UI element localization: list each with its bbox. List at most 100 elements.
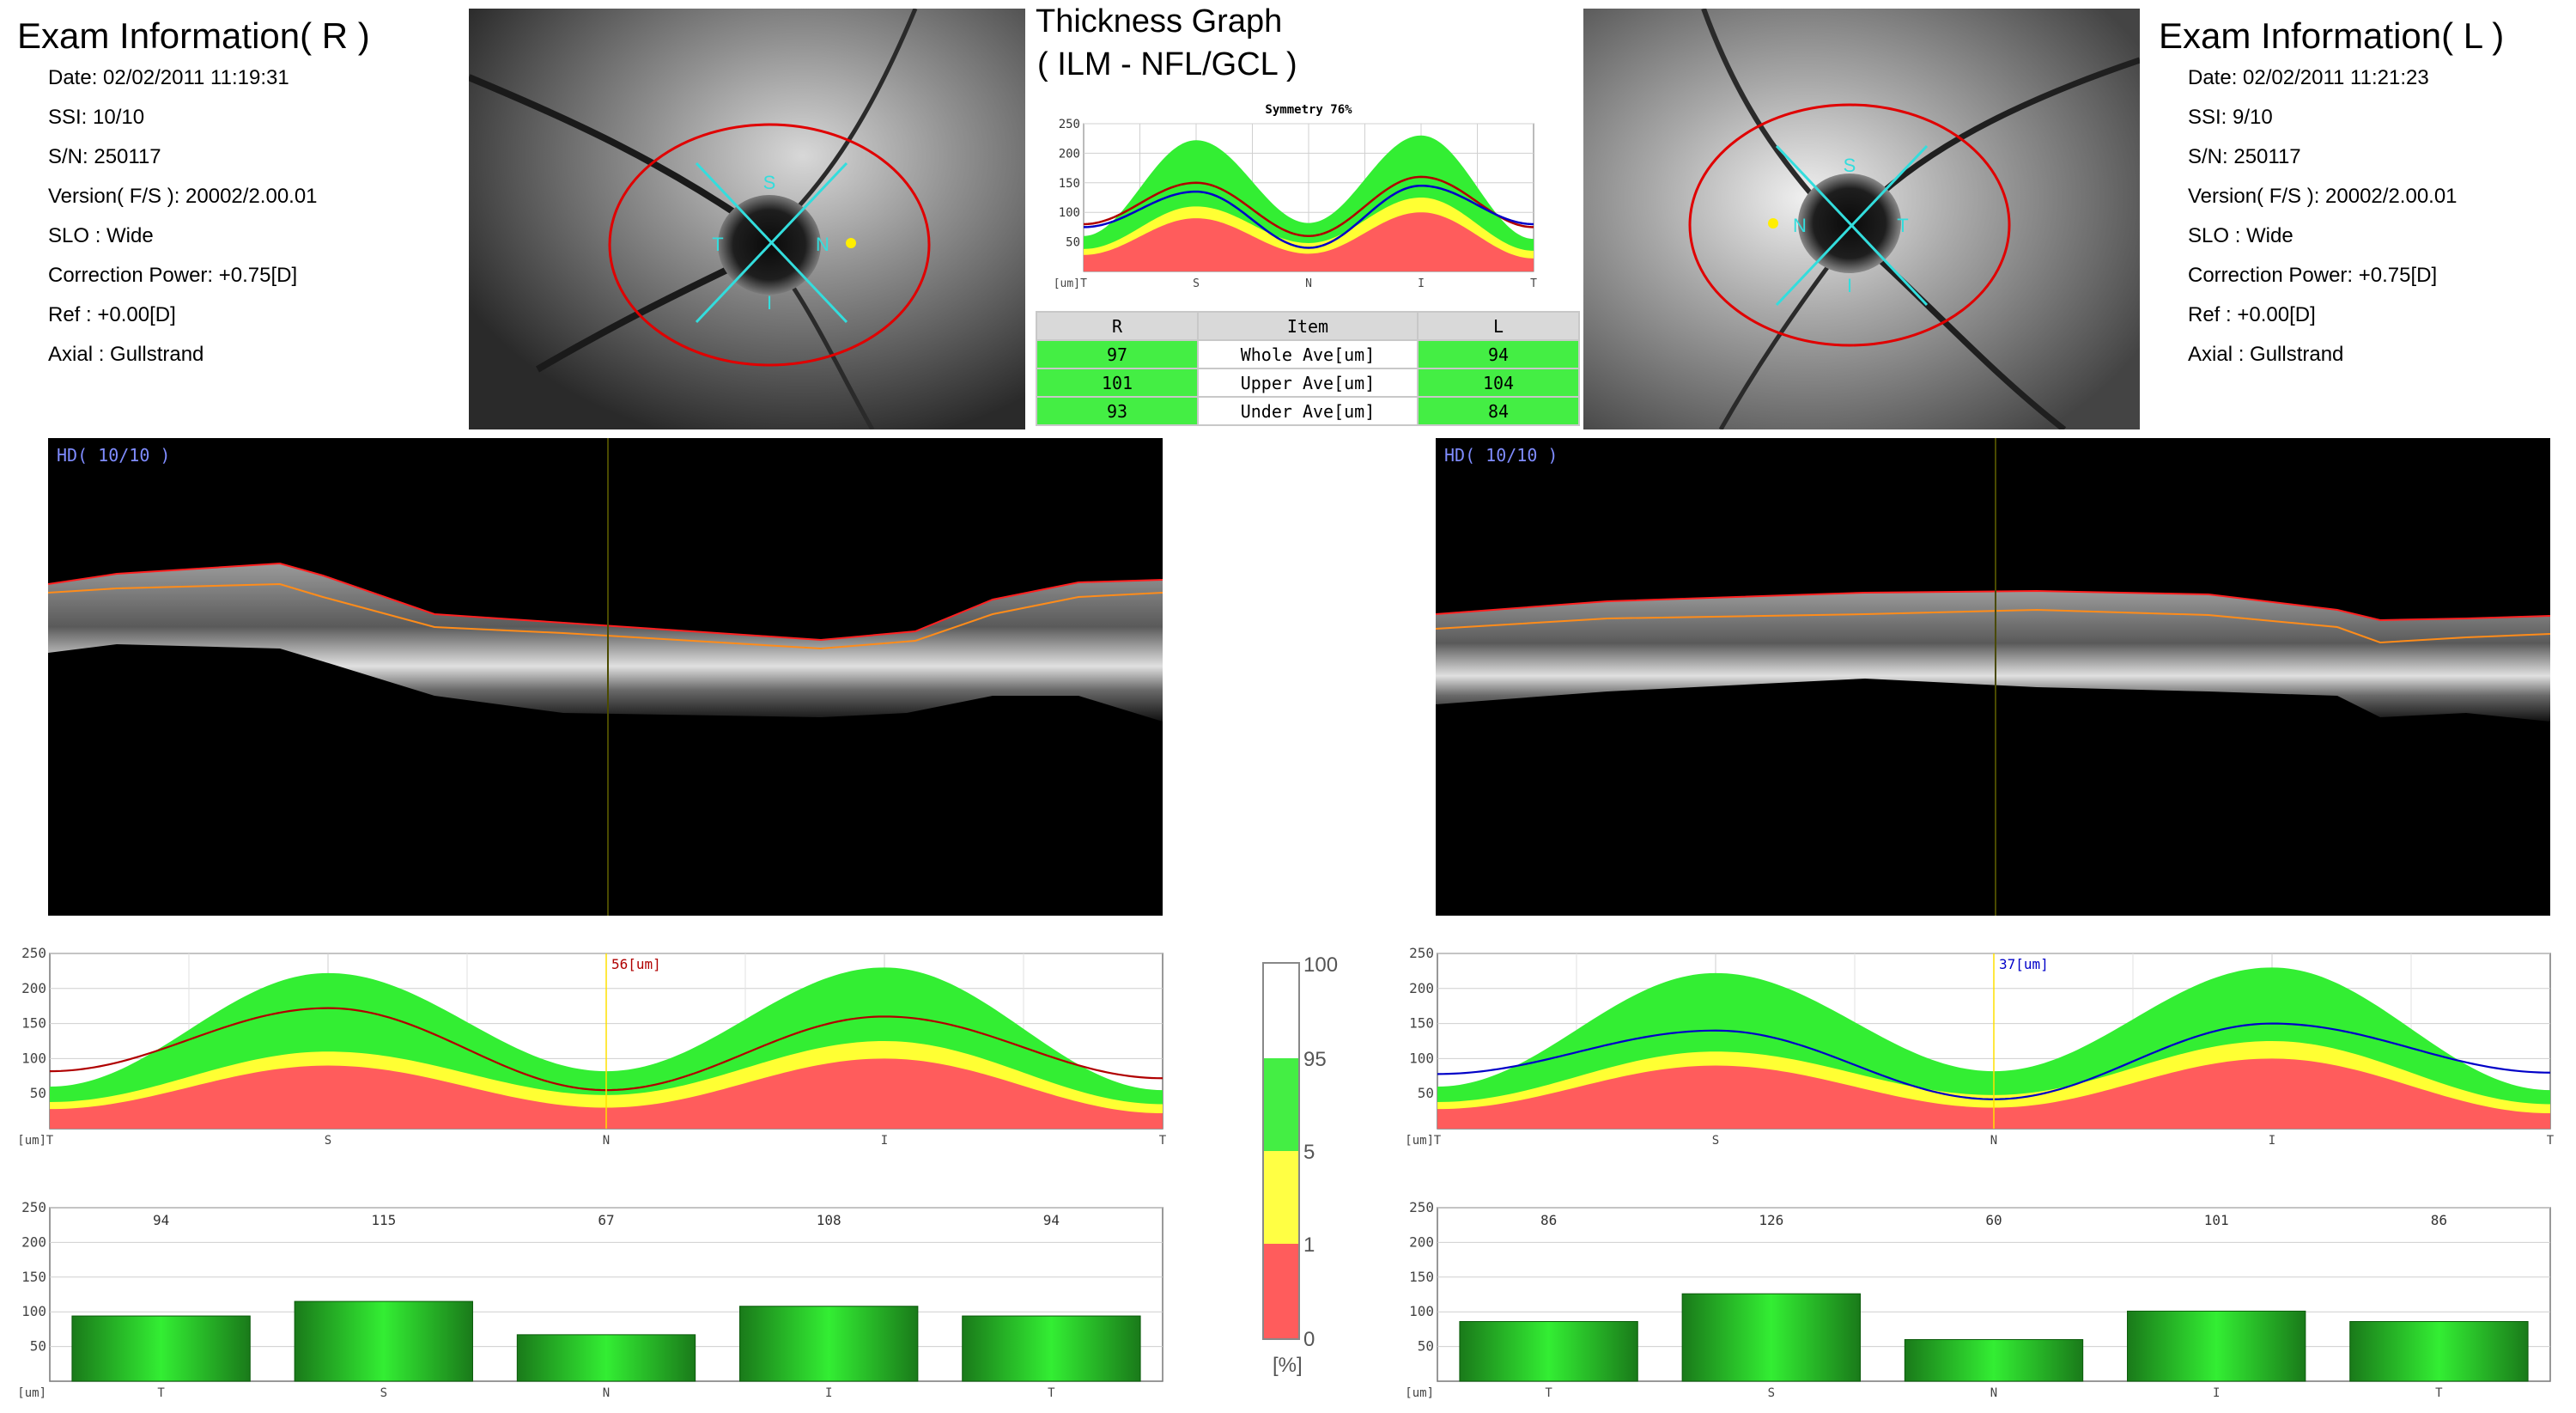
unit-label: [um] (1054, 277, 1080, 290)
bar-category-label: T (1545, 1386, 1552, 1400)
y-tick-label: 250 (21, 945, 46, 961)
exam-info-left-title: Exam Information( L ) (2159, 15, 2505, 56)
bar-category-label: T (1048, 1386, 1055, 1400)
comparison-cell-r: 97 (1036, 339, 1199, 369)
exam-left-slo: SLO : Wide (2188, 224, 2293, 247)
oct-left-svg (1436, 438, 2550, 916)
bar-category-label: I (2213, 1386, 2220, 1400)
legend-tick-0: 0 (1303, 1328, 1315, 1351)
oct-bscan-left[interactable]: HD( 10/10 ) (1436, 438, 2550, 916)
exam-right-correction: Correction Power: +0.75[D] (48, 264, 298, 287)
bar-value-label: 60 (1985, 1212, 2002, 1228)
oct-bscan-right[interactable]: HD( 10/10 ) (48, 438, 1163, 916)
exam-right-version: Version( F/S ): 20002/2.00.01 (48, 185, 318, 208)
y-tick-label: 100 (21, 1303, 46, 1319)
y-tick-label: 50 (1418, 1338, 1434, 1355)
bar-value-label: 115 (371, 1212, 396, 1228)
exam-right-slo: SLO : Wide (48, 224, 154, 247)
legend-tick-5: 5 (1303, 1141, 1315, 1164)
y-tick-label: 50 (1066, 236, 1080, 250)
oct-left-quality-label: HD( 10/10 ) (1444, 445, 1558, 466)
legend-band-red (1262, 1244, 1300, 1340)
oct-right-quality-label: HD( 10/10 ) (57, 445, 171, 466)
table-row: 97 Whole Ave[um] 94 (1036, 339, 1580, 369)
y-tick-label: 150 (21, 1269, 46, 1285)
cursor-value-label: 56[um] (611, 956, 661, 972)
bar-category-label: S (1768, 1386, 1775, 1400)
oct-right-svg (48, 438, 1163, 916)
sector-chart-left: 250 200 150 100 50 86 T 126 S 60 N 101 I 86 T [um] (1388, 1194, 2564, 1409)
exam-left-sn: S/N: 250117 (2188, 145, 2301, 168)
exam-right-sn: S/N: 250117 (48, 145, 161, 168)
exam-info-left-list: Date: 02/02/2011 11:21:23 SSI: 9/10 S/N:… (2188, 58, 2458, 375)
x-tick-label: I (2269, 1134, 2275, 1148)
sector-chart-right-svg: 250 200 150 100 50 94 T 115 S 67 N 108 I 94 T [um] (17, 1199, 1163, 1400)
comparison-cell-r: 93 (1036, 396, 1199, 426)
y-tick-label: 50 (30, 1085, 46, 1101)
y-tick-label: 250 (1409, 1199, 1434, 1215)
sector-bar (2127, 1310, 2306, 1382)
series-line-r (1083, 175, 1534, 237)
sector-bar (1681, 1293, 1861, 1382)
thickness-graph-title: Thickness Graph ( ILM - NFL/GCL ) (1036, 0, 1297, 86)
cursor-value-label: 37[um] (1999, 956, 2049, 972)
sector-chart-left-svg: 250 200 150 100 50 86 T 126 S 60 N 101 I 86 T [um] (1405, 1199, 2551, 1400)
x-tick-label: N (1990, 1134, 1997, 1148)
x-tick-label: S (1712, 1134, 1719, 1148)
y-tick-label: 150 (1409, 1015, 1434, 1032)
bar-value-label: 126 (1759, 1212, 1783, 1228)
comparison-header-r: R (1036, 311, 1199, 341)
legend-tick-95: 95 (1303, 1048, 1327, 1071)
fundus-left-s-label: S (1844, 155, 1856, 176)
bar-category-label: I (825, 1386, 832, 1400)
comparison-cell-l: 94 (1417, 339, 1580, 369)
bar-value-label: 86 (1540, 1212, 1557, 1228)
comparison-header-item: Item (1197, 311, 1419, 341)
fundus-right-s-label: S (763, 172, 776, 193)
x-tick-label: S (325, 1134, 331, 1148)
bar-category-label: T (157, 1386, 165, 1400)
comparison-cell-item: Whole Ave[um] (1197, 339, 1419, 369)
x-tick-label: N (603, 1134, 610, 1148)
sector-bar (962, 1315, 1141, 1382)
exam-right-axial: Axial : Gullstrand (48, 343, 204, 366)
legend-tick-100: 100 (1303, 953, 1339, 977)
y-tick-label: 250 (1059, 118, 1080, 131)
fundus-image-right[interactable]: S I N T (469, 9, 1025, 429)
fundus-image-left[interactable]: S I N T (1583, 9, 2140, 429)
sector-bar (1904, 1339, 2084, 1382)
x-tick-label: T (1159, 1134, 1167, 1148)
bar-category-label: N (1990, 1386, 1997, 1400)
series-line-l (1083, 184, 1534, 249)
legend-band-green (1262, 1058, 1300, 1151)
y-tick-label: 250 (1409, 945, 1434, 961)
x-tick-label: I (881, 1134, 888, 1148)
bar-value-label: 86 (2431, 1212, 2447, 1228)
y-tick-label: 50 (30, 1338, 46, 1355)
fundus-left-svg: S I N T (1583, 9, 2140, 429)
y-tick-label: 200 (21, 1233, 46, 1250)
x-tick-label: T (1434, 1134, 1442, 1148)
y-tick-label: 100 (1409, 1050, 1434, 1066)
bar-value-label: 67 (598, 1212, 614, 1228)
symmetry-label: Symmetry 76% (1265, 103, 1352, 117)
comparison-cell-item: Upper Ave[um] (1197, 368, 1419, 398)
comparison-cell-r: 101 (1036, 368, 1199, 398)
fundus-right-svg: S I N T (469, 9, 1025, 429)
comparison-table-header: R Item L (1036, 311, 1580, 341)
y-tick-label: 200 (1059, 147, 1080, 161)
fundus-right-i-label: I (767, 292, 772, 314)
fundus-left-t-label: T (1897, 215, 1908, 236)
sector-bar (1459, 1321, 1638, 1382)
sector-bar (739, 1306, 919, 1382)
x-tick-label: T (1530, 277, 1537, 290)
fundus-right-t-label: T (712, 234, 723, 255)
sector-chart-right: 250 200 150 100 50 94 T 115 S 67 N 108 I 94 T [um] (0, 1194, 1176, 1409)
exam-right-ssi: SSI: 10/10 (48, 106, 145, 129)
y-tick-label: 150 (1059, 177, 1080, 191)
exam-info-right-title: Exam Information( R ) (17, 15, 370, 56)
x-tick-label: S (1193, 277, 1200, 290)
symmetry-chart: Symmetry 76% 250 200 150 100 50 [um] T S N I T (1036, 96, 1546, 294)
